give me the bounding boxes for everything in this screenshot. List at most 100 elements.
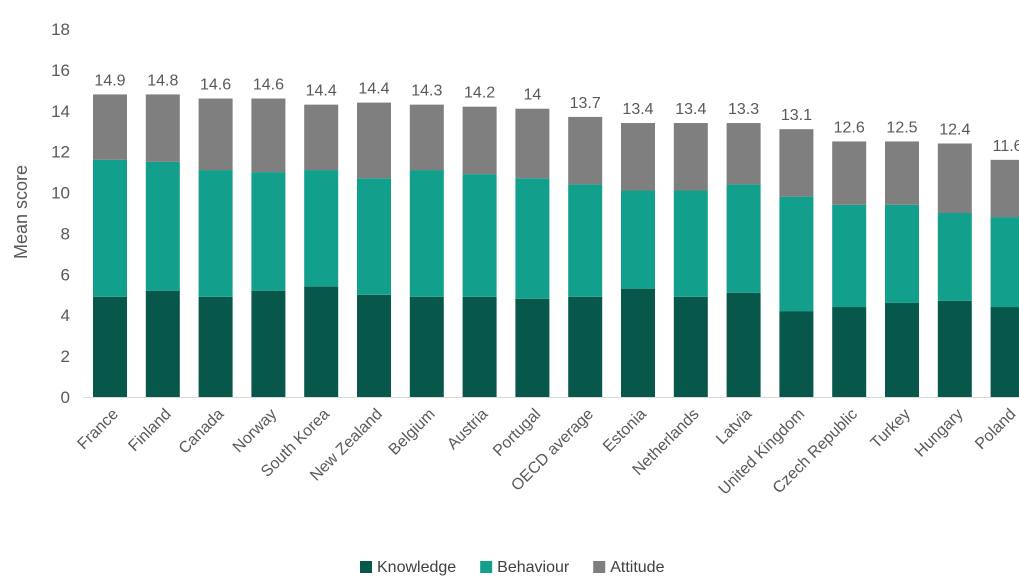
legend: Knowledge Behaviour Attitude: [360, 559, 665, 576]
bar-segment-attitude: [145, 94, 180, 162]
total-label: 14.6: [253, 77, 284, 94]
bar-segment-attitude: [357, 102, 391, 179]
category-label: Portugal: [490, 406, 544, 460]
legend-label-knowledge: Knowledge: [377, 559, 456, 576]
total-label: 13.7: [570, 95, 601, 112]
bar-segment-knowledge: [304, 286, 339, 397]
bar-segment-behaviour: [990, 217, 1019, 308]
bar-segment-behaviour: [93, 159, 127, 297]
bar-segment-attitude: [621, 123, 655, 191]
category-label: Belgium: [386, 406, 439, 459]
total-labels: 14.9 14.8 14.6 14.6 14.4 14.4 14.3 14.2 14 13.7 13…: [94, 72, 1019, 154]
bar-segment-behaviour: [251, 172, 286, 291]
bar-segment-behaviour: [885, 204, 919, 303]
category-label: Turkey: [868, 406, 914, 452]
total-label: 14.9: [94, 72, 125, 89]
bar-segment-behaviour: [779, 196, 814, 312]
bar-segment-knowledge: [93, 296, 127, 397]
bar-segment-attitude: [990, 159, 1019, 218]
total-label: 14.8: [147, 72, 178, 89]
y-tick-label: 10: [51, 184, 70, 203]
bar-segment-knowledge: [990, 307, 1019, 397]
bar-segment-behaviour: [832, 204, 867, 308]
category-label: Estonia: [600, 406, 650, 456]
category-label: Hungary: [912, 406, 967, 461]
bar-segment-behaviour: [357, 178, 391, 295]
bar-segment-knowledge: [462, 296, 497, 397]
bar-segment-attitude: [726, 123, 761, 185]
bar-segment-knowledge: [198, 296, 233, 397]
y-tick-label: 16: [51, 61, 70, 80]
total-label: 14.4: [306, 83, 337, 100]
category-label: Norway: [230, 406, 280, 456]
bar-segment-knowledge: [568, 296, 603, 397]
bar-segment-attitude: [93, 94, 127, 160]
bar-segment-knowledge: [673, 296, 708, 397]
bar-segment-behaviour: [726, 184, 761, 293]
bar-segment-behaviour: [145, 161, 180, 291]
category-label: France: [75, 406, 122, 453]
bar-segment-attitude: [568, 116, 603, 185]
bar-segment-behaviour: [621, 190, 655, 289]
total-label: 12.5: [886, 119, 917, 136]
bar-segment-attitude: [673, 123, 708, 191]
bar-segment-attitude: [304, 104, 339, 171]
bar-segment-attitude: [779, 129, 814, 197]
bar-segment-attitude: [885, 141, 919, 205]
y-axis-ticks: 0 2 4 6 8 10 12 14 16 18: [51, 20, 70, 407]
bar-segment-behaviour: [462, 174, 497, 297]
bar-segment-behaviour: [568, 184, 603, 297]
bar-segment-knowledge: [409, 296, 444, 397]
category-label: Austria: [444, 406, 491, 453]
total-label: 13.3: [728, 101, 759, 118]
total-label: 14.3: [411, 83, 442, 100]
total-label: 13.1: [781, 107, 812, 124]
total-label: 14.2: [464, 85, 495, 102]
bar-segment-knowledge: [621, 288, 655, 397]
bar-segment-knowledge: [515, 298, 550, 397]
bar-segment-attitude: [251, 98, 286, 173]
total-label: 12.6: [834, 119, 865, 136]
bars: [93, 94, 1019, 397]
y-tick-label: 18: [51, 20, 70, 39]
y-tick-label: 8: [61, 224, 70, 243]
y-tick-label: 2: [61, 347, 70, 366]
bar-segment-attitude: [198, 98, 233, 171]
bar-segment-knowledge: [937, 300, 972, 397]
bar-segment-behaviour: [515, 178, 550, 299]
legend-swatch-attitude: [593, 561, 606, 573]
bar-segment-knowledge: [885, 302, 919, 397]
y-tick-label: 6: [61, 265, 70, 284]
legend-label-behaviour: Behaviour: [497, 559, 570, 576]
y-tick-label: 0: [61, 388, 70, 407]
bar-segment-behaviour: [673, 190, 708, 297]
total-label: 13.4: [622, 101, 653, 118]
bar-segment-knowledge: [145, 290, 180, 397]
legend-swatch-behaviour: [480, 561, 493, 573]
bar-segment-behaviour: [937, 213, 972, 301]
bar-segment-knowledge: [726, 292, 761, 397]
bar-segment-knowledge: [832, 307, 867, 397]
total-label: 14: [524, 87, 542, 104]
category-label: Canada: [176, 406, 228, 458]
y-axis-label: Mean score: [11, 165, 31, 259]
bar-segment-behaviour: [198, 170, 233, 297]
bar-segment-behaviour: [304, 170, 339, 287]
total-label: 12.4: [939, 121, 970, 138]
category-label: Poland: [972, 406, 1019, 453]
y-tick-label: 12: [51, 143, 70, 162]
total-label: 13.4: [675, 101, 706, 118]
total-label: 14.6: [200, 77, 231, 94]
y-tick-label: 14: [51, 102, 70, 121]
bar-segment-knowledge: [357, 294, 391, 397]
bar-segment-attitude: [937, 143, 972, 213]
category-label: Latvia: [713, 406, 755, 448]
bar-segment-attitude: [832, 141, 867, 205]
total-label: 14.4: [358, 81, 389, 98]
bar-segment-knowledge: [251, 290, 286, 397]
legend-label-attitude: Attitude: [610, 559, 664, 576]
bar-segment-knowledge: [779, 311, 814, 397]
bar-segment-attitude: [462, 106, 497, 175]
bar-segment-behaviour: [409, 170, 444, 297]
